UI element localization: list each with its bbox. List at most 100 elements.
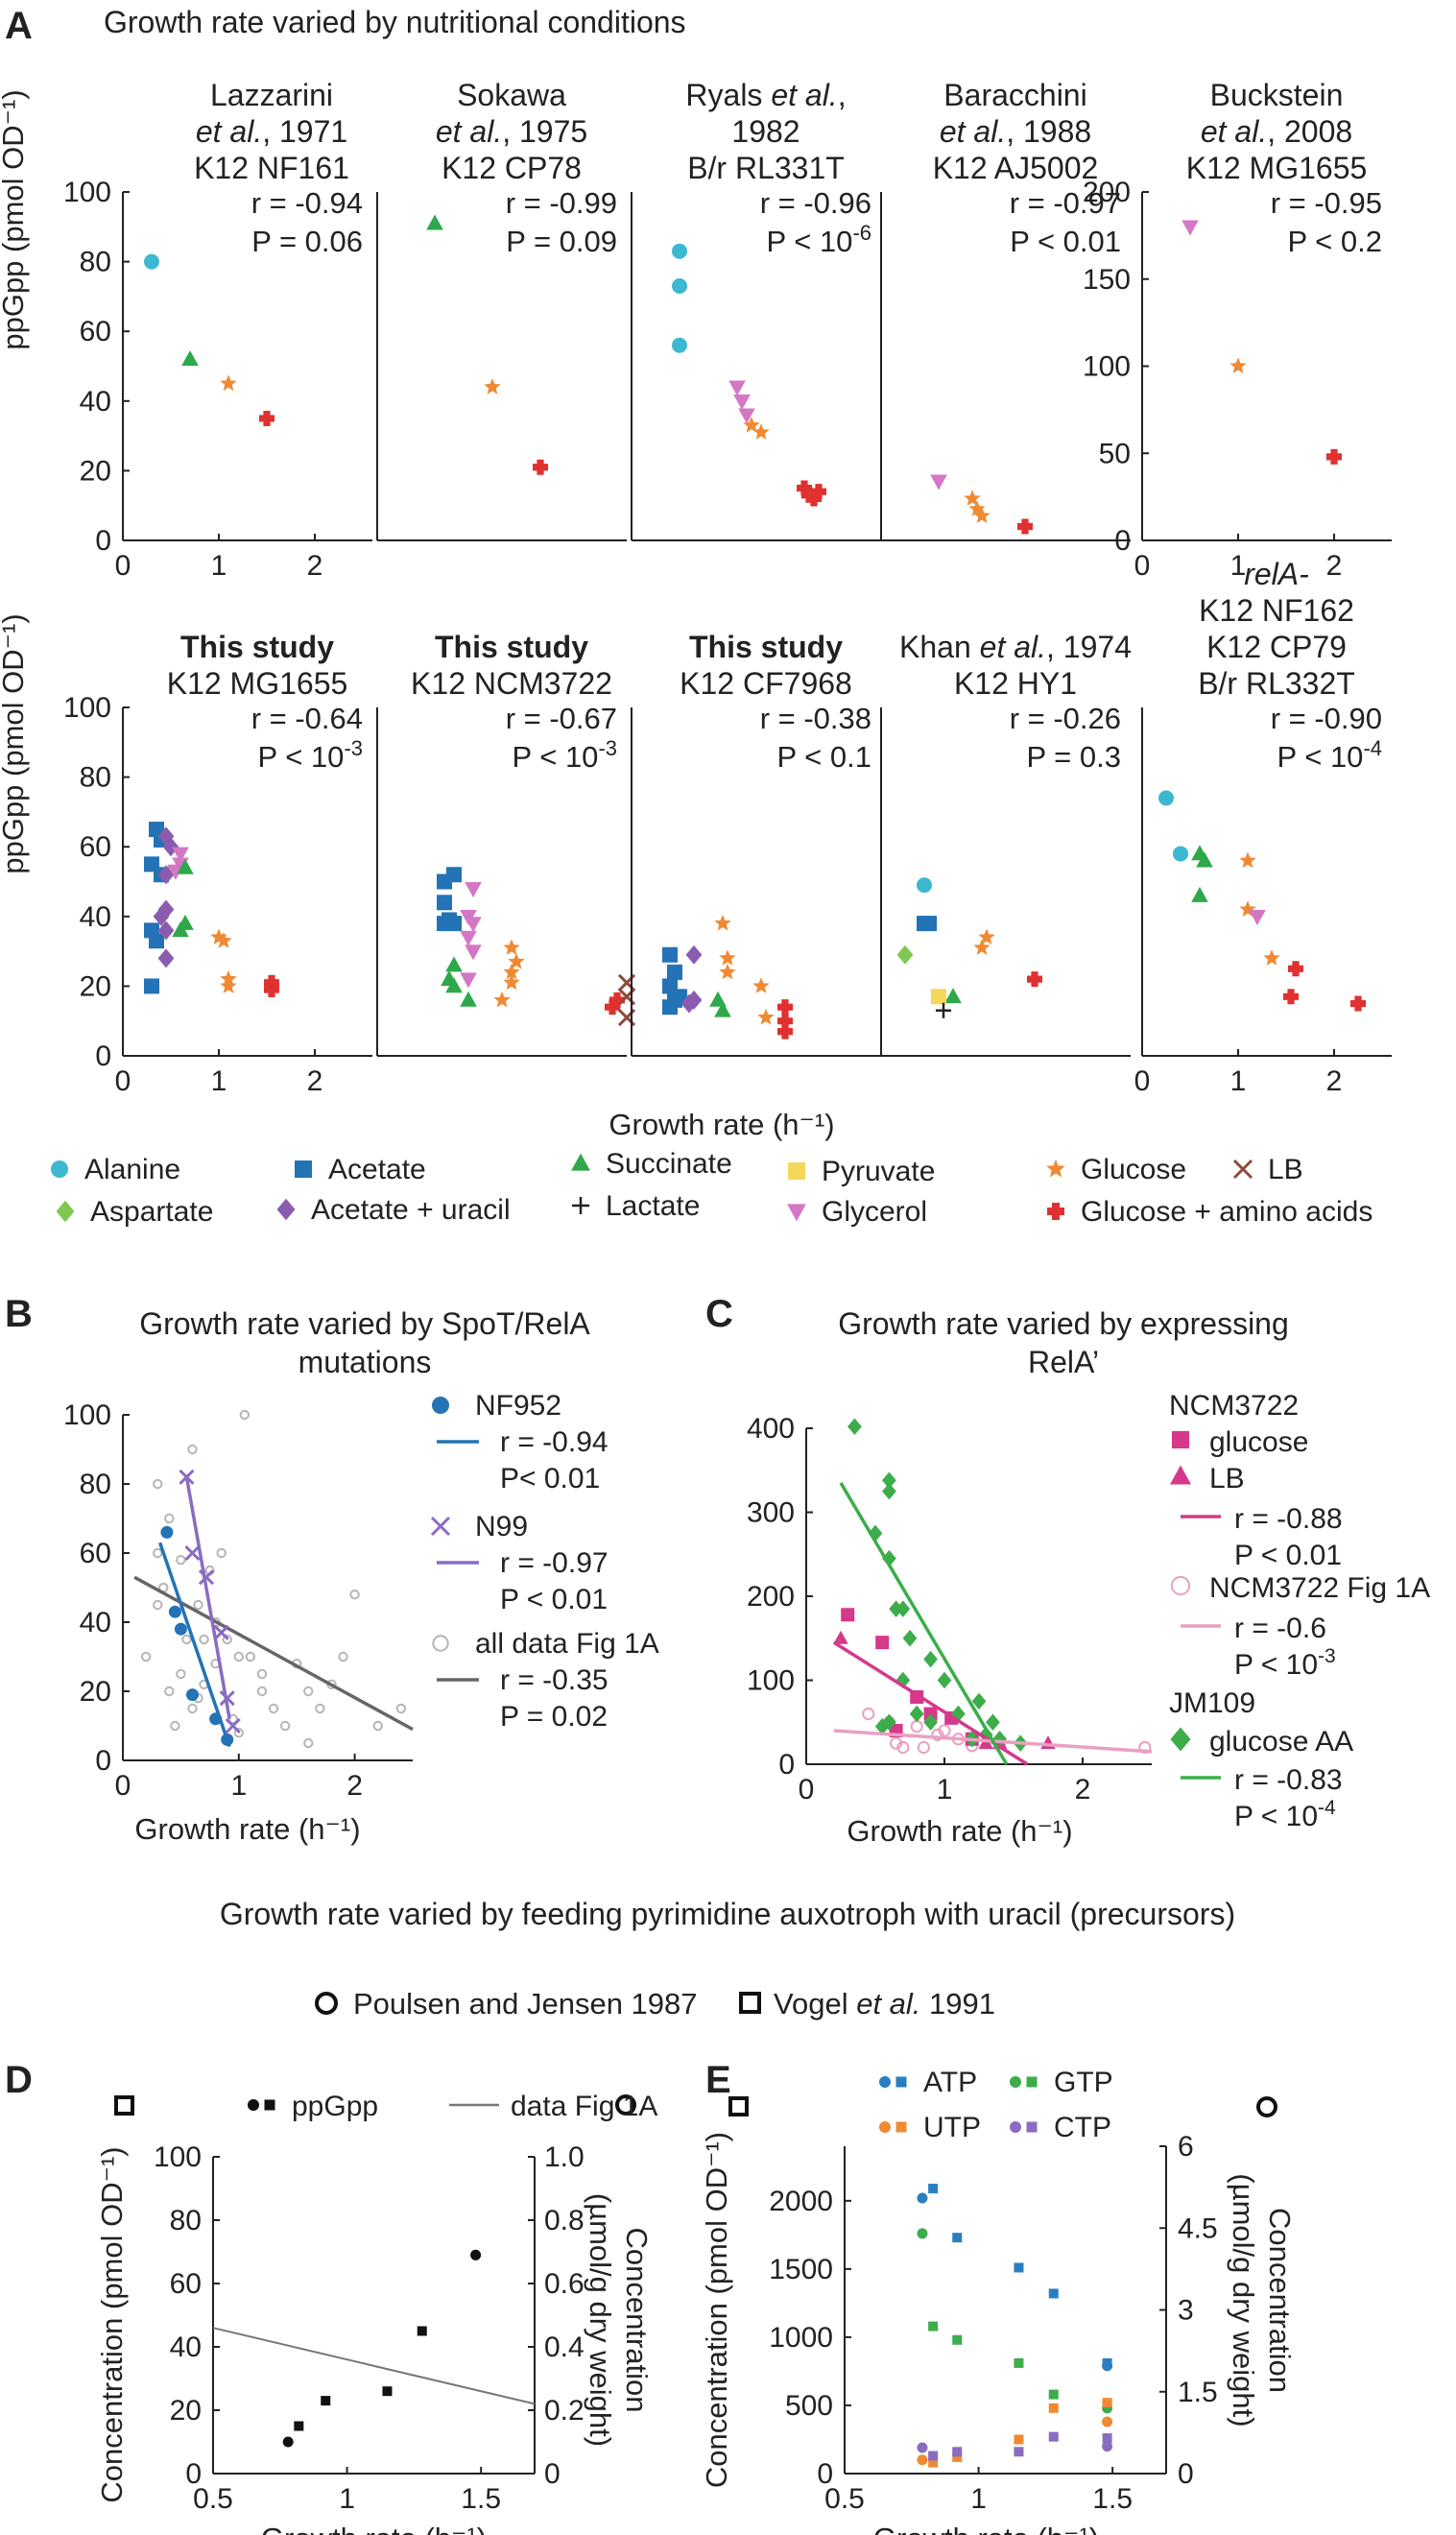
subplot-title-line: K12 MG1655 bbox=[167, 666, 348, 701]
panel-a-xlabel: Growth rate (h⁻¹) bbox=[609, 1108, 834, 1141]
point-all-data-fig-1a bbox=[256, 1668, 268, 1680]
stat-r: r = -0.90 bbox=[1271, 702, 1382, 735]
subplot-title-line: 1982 bbox=[731, 114, 800, 149]
panel-d-ylabel-right: Concentration(µmol/g dry weight) bbox=[584, 2193, 654, 2447]
right-y-tick-label: 0.6 bbox=[544, 2268, 585, 2300]
point-utp-square bbox=[1102, 2398, 1112, 2408]
point-glycerol bbox=[460, 972, 477, 989]
right-y-tick-label: 3 bbox=[1178, 2295, 1194, 2327]
subplot-title-line: K12 NF161 bbox=[194, 151, 349, 185]
y-tick-label: 0 bbox=[185, 2458, 202, 2490]
stat-p: P < 10-6 bbox=[767, 221, 872, 258]
stat-p-exp: -6 bbox=[852, 221, 871, 245]
point-alanine bbox=[672, 243, 687, 259]
point-all-data-fig-1a bbox=[395, 1703, 407, 1714]
point-utp-square bbox=[1048, 2403, 1059, 2413]
legend-p-exp: -4 bbox=[1318, 1797, 1336, 1819]
point-glucose bbox=[752, 423, 770, 440]
y-tick-label: 80 bbox=[170, 2205, 202, 2236]
legend-label-alanine: Alanine bbox=[84, 1154, 180, 1185]
left-axis-square-marker bbox=[114, 2095, 134, 2116]
right-y-tick-label: 0 bbox=[1178, 2458, 1194, 2490]
point-ctp-circle bbox=[917, 2442, 928, 2453]
point-glucose-aa bbox=[895, 1600, 911, 1617]
subplot-title-segment: et al. bbox=[980, 630, 1046, 664]
point-glucose-amino-acids bbox=[1326, 448, 1342, 465]
legend-marker-atp-square bbox=[895, 2076, 907, 2088]
subplot-title-segment: K12 CF7968 bbox=[680, 666, 852, 701]
subplot-title-line: B/r RL332T bbox=[1198, 666, 1355, 701]
legend-marker-aspartate bbox=[56, 1200, 75, 1223]
point-glucose bbox=[215, 932, 232, 948]
point-atp-square bbox=[928, 2184, 939, 2194]
subplot-title-segment: , 1971 bbox=[262, 114, 347, 149]
legend-p-all-data-fig-1a: P = 0.02 bbox=[500, 1701, 608, 1733]
x-tick-label: 1.5 bbox=[1092, 2483, 1133, 2515]
x-tick-label: 0.5 bbox=[824, 2483, 865, 2515]
point-glucose bbox=[964, 490, 981, 506]
point-acetate bbox=[672, 989, 687, 1005]
y-tick-label: 0 bbox=[95, 1745, 111, 1777]
stat-p-base: P < 10 bbox=[513, 740, 599, 774]
point-all-data-fig-1a bbox=[187, 1444, 198, 1455]
point-alanine bbox=[1158, 790, 1174, 806]
point-glucose bbox=[210, 928, 227, 945]
subplot-title-segment: Lazzarini bbox=[210, 78, 333, 112]
point-all-data-fig-1a bbox=[164, 1513, 175, 1524]
right-y-tick-label: 6 bbox=[1178, 2131, 1194, 2163]
ylabel-right-line2: (µmol/g dry weight) bbox=[584, 2193, 617, 2447]
stat-r: r = -0.95 bbox=[1271, 186, 1382, 220]
point-glucose bbox=[503, 939, 520, 955]
legend-label-aspartate: Aspartate bbox=[90, 1196, 213, 1228]
stat-p: P < 10-3 bbox=[258, 736, 364, 774]
point-glucose-amino-acids bbox=[777, 999, 794, 1016]
y-tick-label: 150 bbox=[1083, 264, 1131, 296]
panel-a-ylabel-row2: ppGpp (pmol OD⁻¹) bbox=[0, 613, 30, 873]
point-glucose-aa bbox=[882, 1713, 896, 1731]
stat-r: r = -0.64 bbox=[251, 702, 363, 735]
point-glucose bbox=[714, 914, 731, 931]
source-poulsen-jensen: Poulsen and Jensen 1987 bbox=[353, 1987, 698, 2021]
point-all-data-fig-1a bbox=[233, 1728, 245, 1738]
legend-p-ncm3722-fig1a: P < 10-3 bbox=[1234, 1645, 1336, 1681]
legend-label-data-fig1a: data Fig 1A bbox=[511, 2091, 657, 2122]
x-tick-label: 1 bbox=[211, 1065, 227, 1097]
point-glycerol bbox=[172, 847, 189, 863]
y-tick-label: 60 bbox=[80, 1538, 111, 1569]
legend-label-ncm3722-fig1a: NCM3722 Fig 1A bbox=[1209, 1572, 1430, 1604]
point-all-data-fig-1a bbox=[303, 1686, 314, 1697]
subplot-title-line: et al., 1971 bbox=[196, 114, 347, 149]
x-tick-label: 1 bbox=[1230, 1065, 1247, 1097]
x-tick-label: 2 bbox=[307, 550, 323, 582]
subplot-title-segment: et al. bbox=[436, 114, 502, 149]
subplot-title-line: This study bbox=[689, 630, 843, 664]
point-atp-square bbox=[1048, 2288, 1059, 2299]
point-all-data-fig-1a bbox=[233, 1651, 245, 1662]
legend-marker-utp-square bbox=[895, 2121, 907, 2133]
legend-label-glucose: Glucose bbox=[1081, 1154, 1186, 1185]
legend-label-pyruvate: Pyruvate bbox=[822, 1156, 935, 1187]
point-gtp-square bbox=[1048, 2389, 1059, 2400]
x-tick-label: 1 bbox=[339, 2483, 355, 2515]
point-glucose-amino-acids bbox=[797, 480, 813, 496]
legend-label-glucose: glucose bbox=[1209, 1426, 1308, 1458]
stat-r: r = -0.67 bbox=[506, 702, 617, 735]
subplot-title-segment: Khan bbox=[899, 630, 980, 664]
point-ppgpp-square bbox=[382, 2386, 393, 2397]
subplot-title-line: B/r RL331T bbox=[687, 151, 845, 185]
panel-c-title-line2: RelA’ bbox=[1028, 1345, 1099, 1379]
legend-marker-glucose-amino-acids bbox=[1047, 1203, 1064, 1220]
right-axis-circle-marker bbox=[615, 2094, 636, 2116]
subplot-title-line: Lazzarini bbox=[210, 78, 333, 112]
source-circle-marker bbox=[315, 1992, 338, 2015]
y-tick-label: 0 bbox=[778, 1749, 795, 1781]
point-aspartate bbox=[896, 945, 914, 965]
legend-r-lb: r = -0.88 bbox=[1234, 1503, 1343, 1535]
point-ctp-square bbox=[1102, 2433, 1112, 2444]
point-ncm3722-fig-1a bbox=[890, 1736, 903, 1750]
point-n99 bbox=[213, 1624, 229, 1640]
